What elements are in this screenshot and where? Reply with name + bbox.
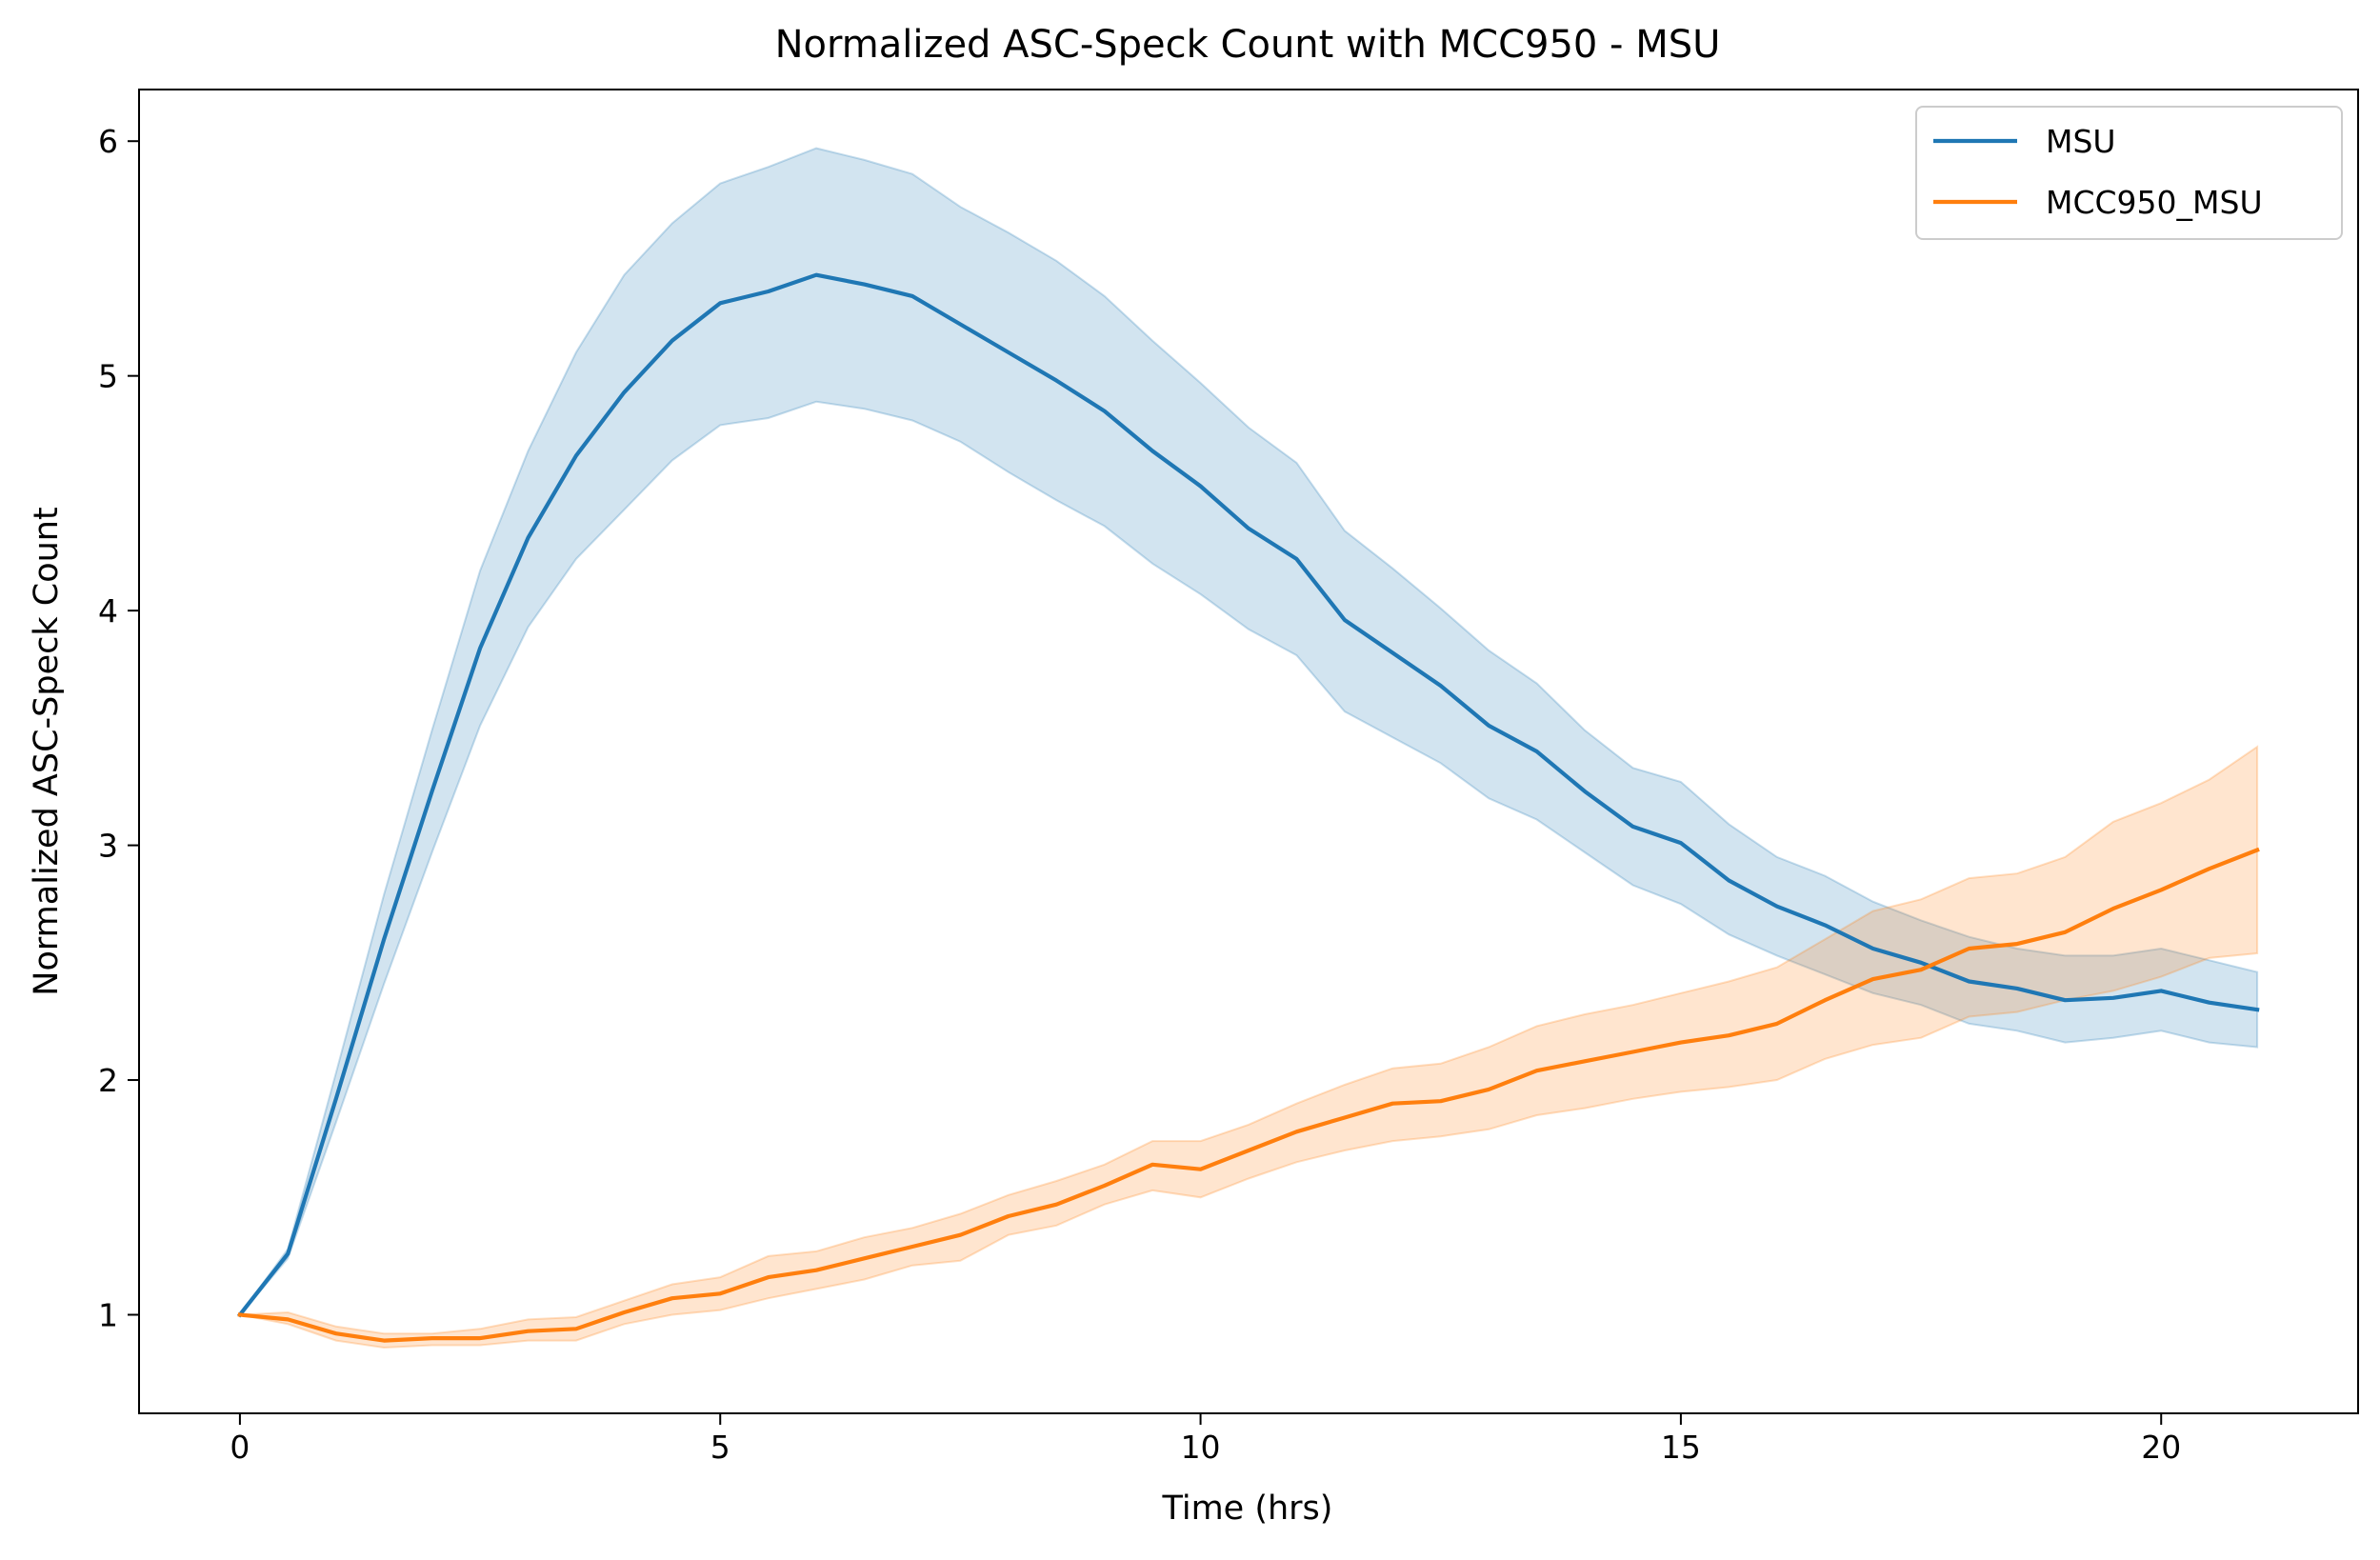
chart-title: Normalized ASC-Speck Count with MCC950 -…: [775, 23, 1721, 67]
y-tick-label: 1: [98, 1296, 118, 1333]
x-axis: 0 5 10 15 20: [230, 1413, 2181, 1466]
x-tick-label: 0: [230, 1429, 250, 1466]
x-tick-label: 15: [1661, 1429, 1701, 1466]
x-axis-label: Time (hrs): [1162, 1490, 1333, 1528]
y-tick-label: 3: [98, 828, 118, 865]
legend: MSU MCC950_MSU: [1915, 106, 2343, 240]
y-tick-label: 4: [98, 592, 118, 630]
x-tick-label: 20: [2141, 1429, 2181, 1466]
x-tick-label: 5: [710, 1429, 730, 1466]
series-lines: [236, 272, 2260, 1343]
series-1-line: [237, 847, 2260, 1343]
y-tick-label: 2: [98, 1062, 118, 1099]
plot-area: [139, 90, 2358, 1413]
plot-frame: [138, 89, 2359, 1414]
y-axis: 1 2 3 4 5 6: [98, 123, 139, 1333]
x-tick-label: 10: [1181, 1429, 1221, 1466]
series-0-line: [236, 272, 2260, 1318]
legend-label: MSU: [2046, 123, 2116, 160]
y-tick-label: 5: [98, 358, 118, 395]
legend-box: [1915, 106, 2343, 240]
legend-label: MCC950_MSU: [2046, 184, 2263, 221]
y-tick-label: 6: [98, 123, 118, 160]
y-axis-label: Normalized ASC-Speck Count: [28, 507, 66, 995]
